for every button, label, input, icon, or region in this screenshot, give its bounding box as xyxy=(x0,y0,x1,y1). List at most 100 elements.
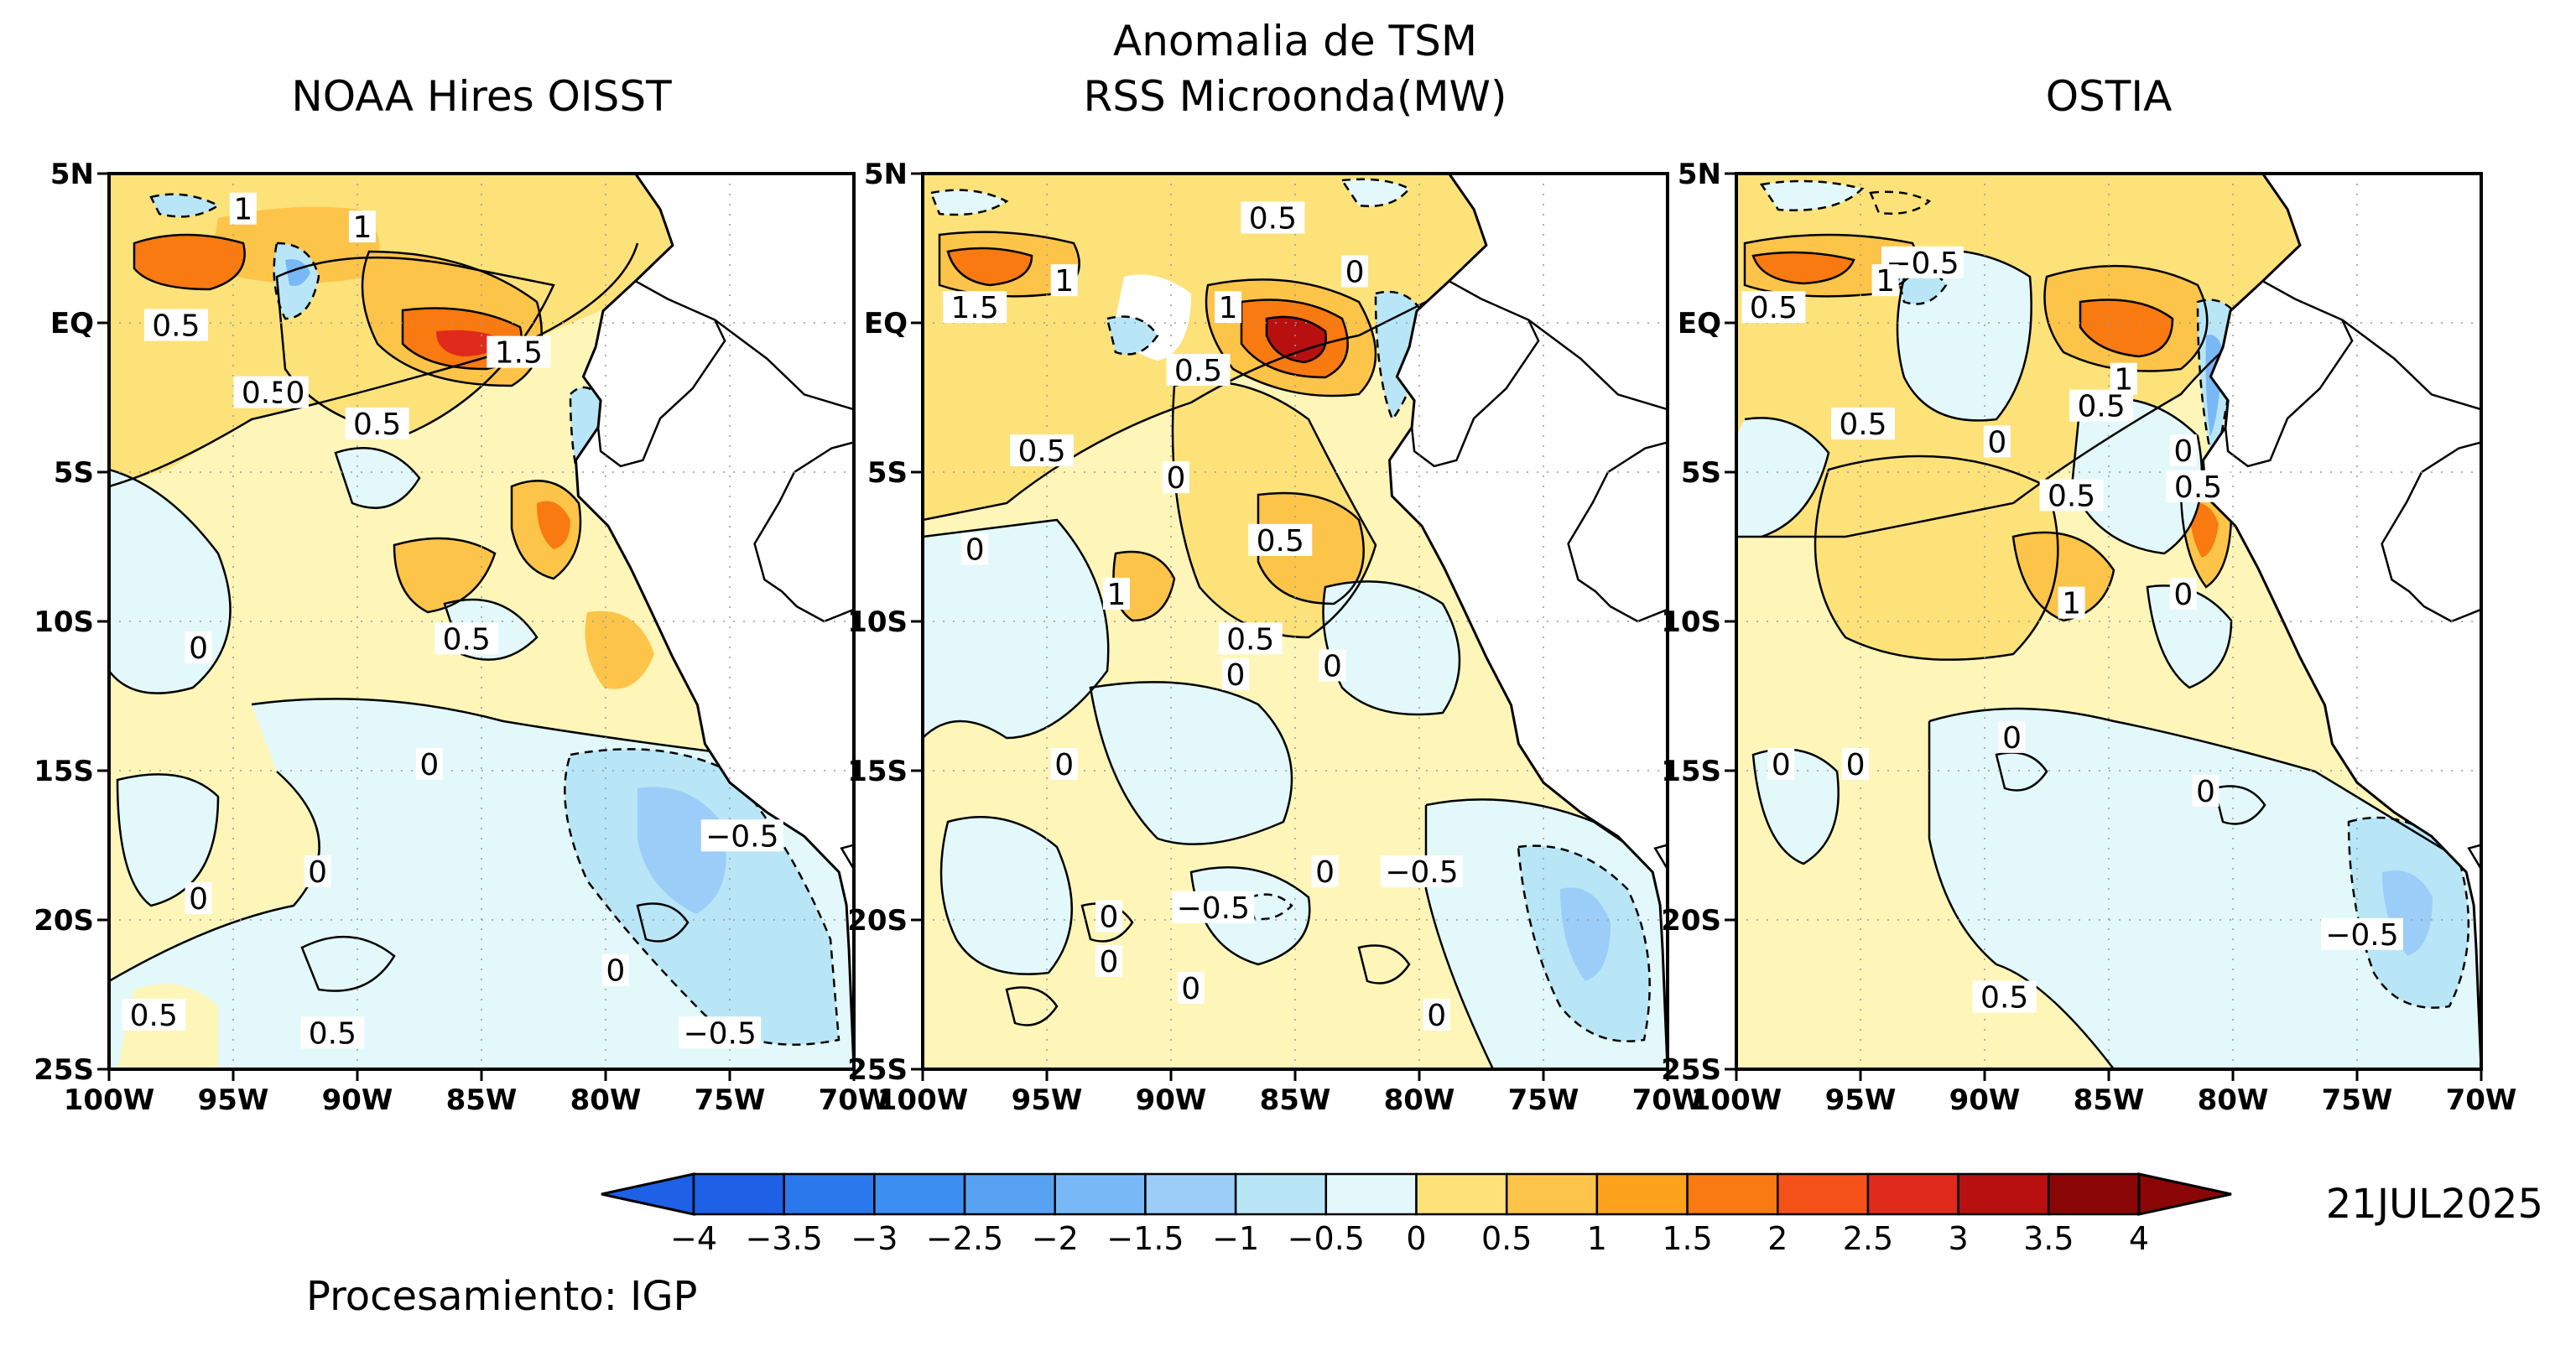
colorbar-swatch xyxy=(1415,1172,1508,1216)
contour-label: 0 xyxy=(2196,775,2215,809)
contour-label-bg xyxy=(185,882,212,915)
colorbar-label: −2.5 xyxy=(926,1220,1003,1257)
colorbar-label: −2 xyxy=(1032,1220,1079,1257)
colorbar: −4 −3.5 −3 −2.5 −2 −1.5 −1 −0.5 0 0.5 1 1.5 2 2.5 3 3.5… xyxy=(601,1172,2232,1257)
panel-title-rss: RSS Microonda(MW) xyxy=(1084,72,1507,121)
contour-label: 1 xyxy=(233,193,252,227)
lon-tick-label: 90W xyxy=(1949,1083,2021,1117)
contour-label: 0.5 xyxy=(1174,354,1222,388)
lon-tick-label: 70W xyxy=(2446,1083,2517,1117)
contour-label: −0.5 xyxy=(1177,891,1250,926)
contour-label-bg xyxy=(2039,479,2104,512)
land-mask xyxy=(575,174,854,1069)
axes-frame-layer: 100W 95W 90W 85W 80W 75W 70W5NEQ5S10S15S20S25S… xyxy=(34,158,2516,1117)
lat-tick-label: EQ xyxy=(50,307,94,340)
contour-label: 0 xyxy=(2002,721,2022,756)
colorbar-swatch xyxy=(2048,1172,2141,1216)
contour-label-bg xyxy=(943,291,1007,324)
colorbar-label: 1 xyxy=(1587,1220,1607,1257)
contour-label: 0 xyxy=(419,748,439,782)
contour-label: 0.5 xyxy=(443,622,491,657)
colorbar-swatch xyxy=(1686,1172,1779,1216)
country-border xyxy=(596,280,726,468)
country-border xyxy=(1567,441,1668,623)
contour-label-bg xyxy=(700,819,783,852)
lat-tick-label: 15S xyxy=(847,755,908,788)
contour-label-bg xyxy=(1311,855,1339,888)
lat-tick-label: EQ xyxy=(1678,307,1721,340)
contour-label: 0 xyxy=(606,954,625,989)
country-border xyxy=(840,844,854,870)
contour-label-bg xyxy=(1341,255,1369,288)
contour-label: 0.5 xyxy=(1249,201,1297,236)
lat-tick-label: 20S xyxy=(1661,904,1721,938)
contour-label: 1.5 xyxy=(495,336,543,371)
contour-label: 0 xyxy=(286,377,305,411)
contour-label-bg xyxy=(185,631,212,664)
contour-label: 0 xyxy=(189,631,208,666)
lon-tick-label: 80W xyxy=(2198,1083,2269,1117)
contour-label: 0 xyxy=(965,533,985,568)
contour-label-bg xyxy=(348,210,376,243)
lon-tick-label: 95W xyxy=(198,1083,269,1117)
coastline xyxy=(574,174,854,1069)
contour-label: 0 xyxy=(1181,972,1200,1006)
contour-label: 0 xyxy=(1100,900,1119,934)
contour-label-bg xyxy=(1215,291,1242,324)
contour-label-bg xyxy=(300,1016,365,1049)
contour-label-bg xyxy=(143,309,208,341)
contour-label: 0.5 xyxy=(1257,524,1304,559)
contour-label: 0 xyxy=(1315,855,1335,890)
contour-label-bg xyxy=(1998,720,2026,753)
lat-tick-label: EQ xyxy=(864,307,908,340)
colorbar-label: 3.5 xyxy=(2023,1220,2074,1257)
lon-tick-label: 75W xyxy=(2322,1083,2393,1117)
footer-credit: Procesamiento: IGP xyxy=(306,1273,697,1320)
colorbar-swatch xyxy=(1866,1172,1959,1216)
colorbar-label: 2 xyxy=(1767,1220,1788,1257)
contour-label-bg xyxy=(1380,855,1463,888)
contour-label-bg xyxy=(1248,523,1313,556)
contour-label: 0.5 xyxy=(152,309,200,344)
main-title: Anomalia de TSM xyxy=(1113,17,1477,65)
contour-label: 0 xyxy=(1427,999,1446,1033)
panel-title-ostia: OSTIA xyxy=(2046,72,2173,121)
contour-label: −0.5 xyxy=(1385,855,1458,890)
colorbar-label: −3.5 xyxy=(746,1220,823,1257)
contour-label-bg xyxy=(601,953,629,986)
lon-tick-label: 100W xyxy=(1691,1083,1782,1117)
lat-tick-label: 10S xyxy=(847,605,908,639)
contour-label: 0 xyxy=(1846,748,1866,782)
contour-label-bg xyxy=(961,533,989,565)
colorbar-arrow-high xyxy=(2137,1172,2232,1216)
country-border xyxy=(2224,280,2354,468)
contour-label: 0.5 xyxy=(309,1016,356,1051)
colorbar-label: −0.5 xyxy=(1288,1220,1365,1257)
contour-label-bg xyxy=(2169,434,2197,467)
contour-label: 1 xyxy=(1876,264,1895,299)
lat-tick-label: 10S xyxy=(34,605,94,639)
country-border xyxy=(753,441,854,623)
colorbar-label: −3 xyxy=(851,1220,898,1257)
contour-label-bg xyxy=(1972,980,2037,1013)
contour-label: −0.5 xyxy=(705,819,778,854)
contour-label-bg xyxy=(415,747,443,780)
contour-label: 0.5 xyxy=(1750,291,1798,325)
contour-label-bg xyxy=(1172,891,1255,923)
lat-tick-label: 5S xyxy=(1681,456,1721,490)
land-mask xyxy=(1389,174,1668,1069)
contour-label-bg xyxy=(1319,649,1346,682)
colorbar-label: −1 xyxy=(1212,1220,1259,1257)
lat-tick-label: 20S xyxy=(34,904,94,938)
lon-tick-label: 75W xyxy=(1508,1083,1579,1117)
colorbar-swatch xyxy=(1144,1172,1237,1216)
contour-label-bg xyxy=(1221,658,1249,691)
contour-label-bg xyxy=(304,855,331,888)
lon-tick-label: 95W xyxy=(1012,1083,1083,1117)
contour-label-bg xyxy=(1218,622,1283,655)
contour-label-bg xyxy=(2069,389,2134,422)
colorbar-swatch xyxy=(963,1172,1056,1216)
contour-label: 1 xyxy=(1219,291,1238,325)
contour-label-bg xyxy=(2058,586,2085,619)
lon-tick-label: 90W xyxy=(1136,1083,1207,1117)
